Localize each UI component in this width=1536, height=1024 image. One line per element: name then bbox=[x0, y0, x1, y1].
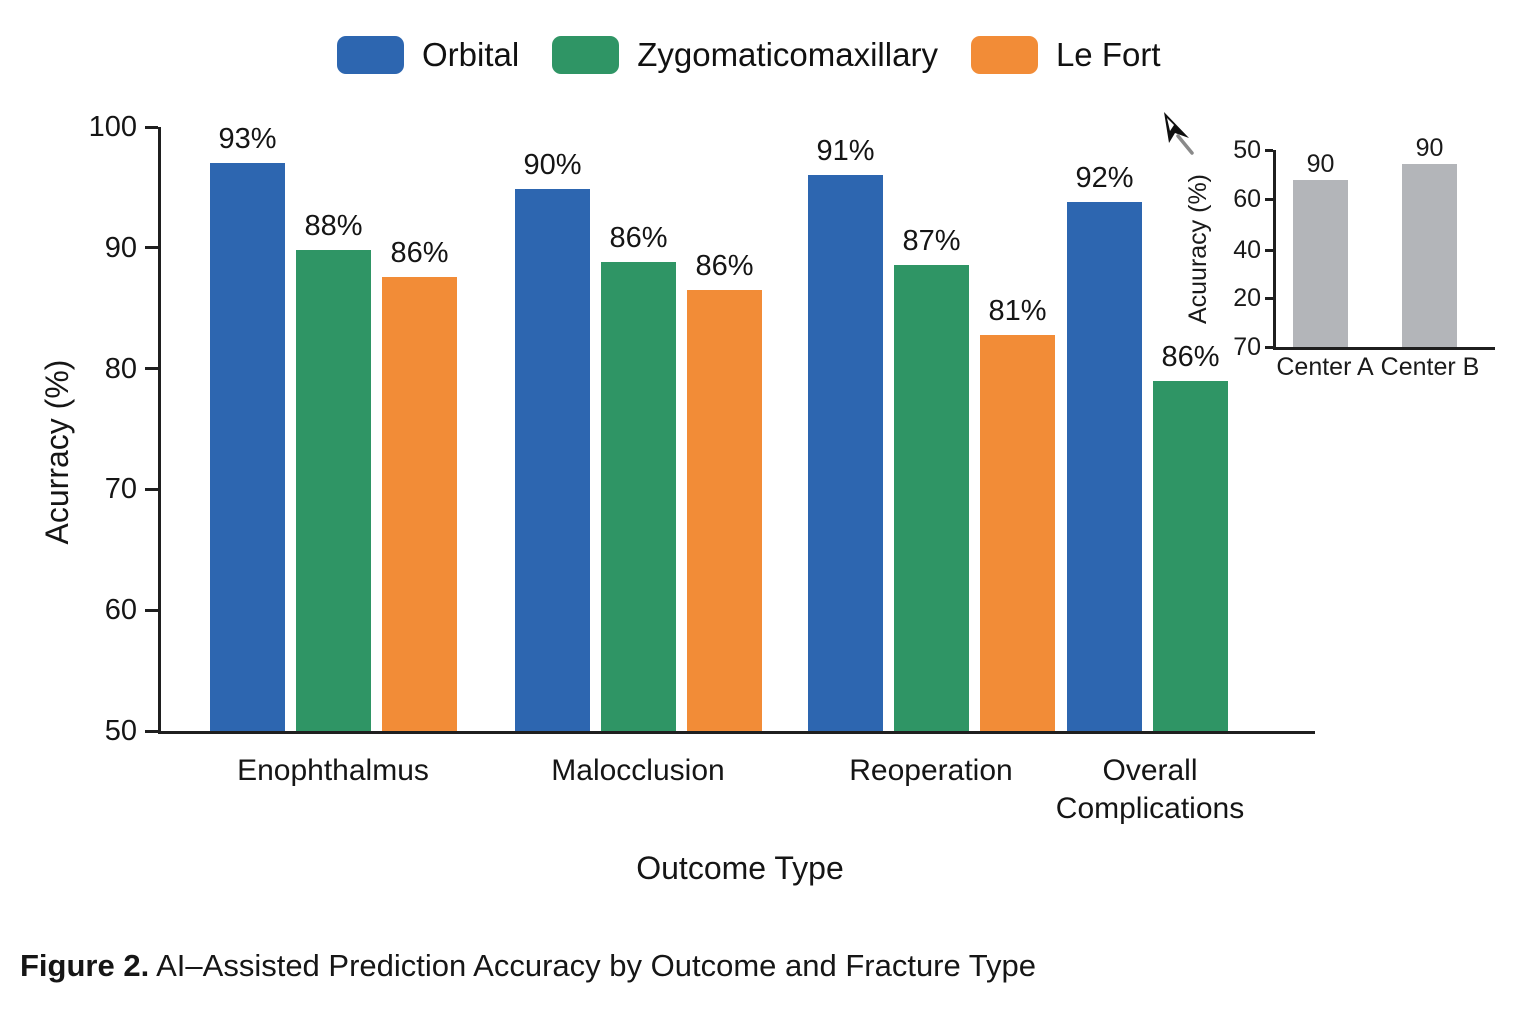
bar bbox=[687, 290, 762, 731]
bar bbox=[980, 334, 1055, 731]
bar bbox=[808, 175, 883, 731]
x-category-label: Enophthalmus bbox=[237, 754, 429, 787]
y-tick-label: 80 bbox=[104, 352, 137, 385]
bar-value-label: 87% bbox=[902, 224, 961, 257]
bar-value-label: 88% bbox=[304, 210, 363, 243]
legend-label: Le Fort bbox=[1055, 36, 1161, 73]
legend-item-orbital: Orbital bbox=[337, 36, 519, 74]
inset-y-tick bbox=[1265, 197, 1273, 201]
mouse-pointer-icon bbox=[1164, 112, 1194, 155]
bar bbox=[296, 250, 371, 731]
y-tick bbox=[145, 367, 158, 371]
main-x-axis-line bbox=[158, 731, 1315, 734]
legend-swatch-lefort-icon bbox=[970, 36, 1038, 74]
y-tick bbox=[145, 246, 158, 250]
main-x-axis-title: Outcome Type bbox=[636, 850, 844, 886]
y-tick bbox=[145, 729, 158, 733]
inset-y-tick bbox=[1265, 148, 1273, 152]
bar bbox=[601, 262, 676, 731]
y-tick-label: 70 bbox=[104, 473, 137, 506]
inset-bar bbox=[1402, 163, 1457, 347]
inset-y-tick-label: 70 bbox=[1233, 333, 1261, 361]
bar-value-label: 86% bbox=[390, 236, 449, 269]
inset-y-tick-label: 40 bbox=[1233, 236, 1261, 264]
legend-item-lefort: Le Fort bbox=[970, 36, 1161, 74]
inset-y-axis-line bbox=[1273, 150, 1276, 350]
x-category-label: Malocclusion bbox=[551, 754, 725, 787]
bar-value-label: 93% bbox=[218, 123, 277, 156]
inset-bar-value-label: 90 bbox=[1415, 133, 1444, 162]
legend-swatch-orbital-icon bbox=[337, 36, 404, 74]
bar bbox=[1153, 380, 1228, 731]
figure-caption-number: Figure 2. bbox=[20, 948, 150, 983]
legend-label: Zygomaticomaxillary bbox=[637, 36, 938, 73]
inset-y-tick-label: 50 bbox=[1233, 136, 1261, 164]
figure-caption: Figure 2. AI–Assisted Prediction Accurac… bbox=[20, 948, 1036, 984]
bar bbox=[1067, 201, 1142, 731]
inset-x-category-label: Center B bbox=[1380, 353, 1480, 381]
y-tick bbox=[145, 608, 158, 612]
legend-swatch-zygomaticomaxillary-icon bbox=[552, 36, 620, 74]
inset-y-tick bbox=[1265, 345, 1273, 349]
legend-item-zygomaticomaxillary: Zygomaticomaxillary bbox=[552, 36, 938, 74]
bar bbox=[210, 163, 285, 731]
bar bbox=[382, 276, 457, 731]
x-category-label: Overall Complications bbox=[1055, 754, 1245, 825]
inset-bar-value-label: 90 bbox=[1306, 149, 1335, 178]
y-tick-label: 90 bbox=[104, 231, 137, 264]
figure-caption-text: AI–Assisted Prediction Accuracy by Outco… bbox=[149, 948, 1037, 983]
bar-value-label: 86% bbox=[1161, 340, 1220, 373]
main-y-axis-line bbox=[158, 127, 161, 734]
bar-value-label: 92% bbox=[1075, 161, 1134, 194]
inset-y-tick-label: 20 bbox=[1233, 284, 1261, 312]
bar bbox=[515, 188, 590, 731]
bar-value-label: 86% bbox=[609, 222, 668, 255]
bar bbox=[894, 264, 969, 731]
y-tick-label: 100 bbox=[88, 111, 137, 143]
y-tick-label: 60 bbox=[104, 594, 137, 627]
inset-bar bbox=[1293, 179, 1348, 347]
main-y-axis-title: Acurracy (%) bbox=[39, 359, 75, 545]
bar-value-label: 91% bbox=[816, 135, 875, 168]
inset-y-tick-label: 60 bbox=[1233, 185, 1261, 213]
y-tick-label: 50 bbox=[104, 715, 137, 747]
y-tick bbox=[145, 125, 158, 129]
bar-value-label: 81% bbox=[988, 294, 1047, 327]
inset-x-category-label: Center A bbox=[1276, 353, 1374, 381]
chart-legend: Orbital Zygomaticomaxillary Le Fort bbox=[337, 36, 1161, 74]
bar-value-label: 86% bbox=[695, 250, 754, 283]
y-tick bbox=[145, 487, 158, 491]
inset-x-axis-line bbox=[1273, 347, 1495, 350]
bar-value-label: 90% bbox=[523, 148, 582, 181]
legend-label: Orbital bbox=[422, 36, 520, 73]
inset-y-tick bbox=[1265, 296, 1273, 300]
inset-y-tick bbox=[1265, 248, 1273, 252]
x-category-label: Reoperation bbox=[849, 754, 1013, 787]
